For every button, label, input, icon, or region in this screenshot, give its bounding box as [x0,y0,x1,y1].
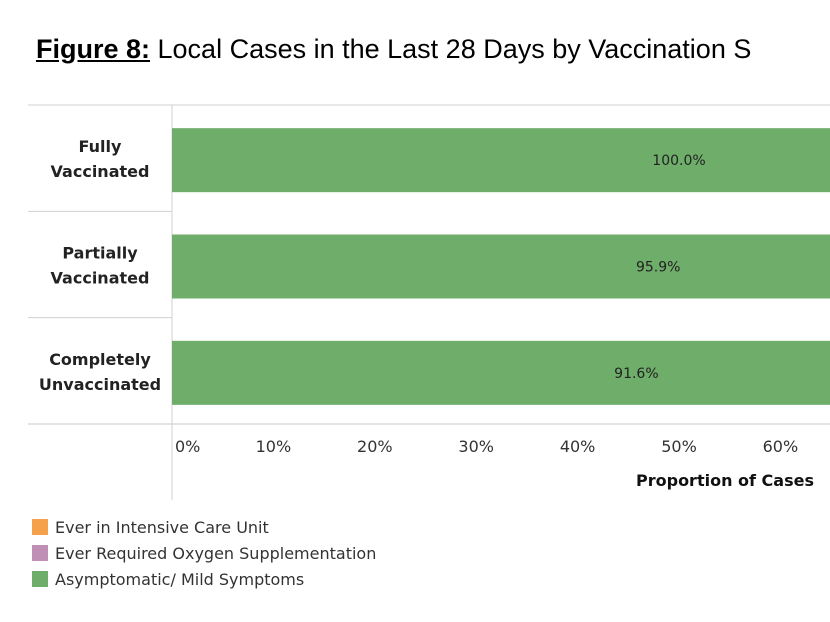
category-label: Fully Vaccinated [51,137,150,181]
x-tick-label: 0% [175,437,200,456]
legend-item: Ever in Intensive Care Unit [32,514,376,540]
bar [172,340,830,405]
x-tick-label: 20% [357,437,393,456]
bar [172,128,830,193]
data-label: 91.6% [614,366,658,382]
x-tick-label: 60% [763,437,799,456]
legend: Ever in Intensive Care Unit Ever Required… [32,514,376,592]
legend-item: Ever Required Oxygen Supplementation [32,540,376,566]
legend-swatch [32,545,48,561]
chart-title: Figure 8: Local Cases in the Last 28 Day… [36,34,751,65]
bar-chart: Fully Vaccinated 100.0% Partially Vaccinated… [28,104,830,500]
data-label: 100.0% [652,153,705,169]
legend-item: Asymptomatic/ Mild Symptoms [32,566,376,592]
data-label: 95.9% [636,260,680,276]
category-label: Completely Unvaccinated [39,350,161,394]
x-tick-label: 30% [458,437,494,456]
x-axis-label: Proportion of Cases [636,471,814,490]
legend-label: Ever Required Oxygen Supplementation [55,543,377,563]
x-tick-label: 10% [256,437,292,456]
category-label: Partially Vaccinated [51,244,150,288]
figure-title-text: Local Cases in the Last 28 Days by Vacci… [150,34,752,64]
bar [172,234,830,299]
legend-label: Ever in Intensive Care Unit [55,517,269,537]
x-tick-label: 50% [661,437,697,456]
legend-swatch [32,571,48,587]
legend-swatch [32,519,48,535]
figure-number: Figure 8: [36,34,151,64]
x-tick-label: 40% [560,437,596,456]
legend-label: Asymptomatic/ Mild Symptoms [55,569,305,589]
